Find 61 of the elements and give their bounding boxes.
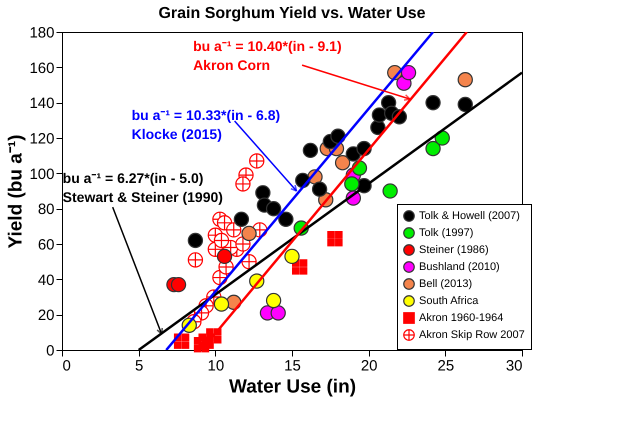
point bbox=[266, 201, 282, 216]
y-tick-label: 120 bbox=[29, 130, 54, 148]
point bbox=[270, 305, 286, 321]
y-tick-label: 40 bbox=[38, 272, 54, 289]
point bbox=[302, 142, 318, 158]
point bbox=[188, 232, 204, 248]
annotation: bu a⁻¹ = 10.33*(in - 6.8) Klocke (2015) bbox=[132, 107, 280, 142]
point bbox=[214, 232, 230, 248]
legend-label: South Africa bbox=[419, 295, 480, 307]
y-tick-label: 100 bbox=[29, 166, 54, 183]
point bbox=[334, 155, 350, 170]
legend-label: Bushland (2010) bbox=[419, 261, 500, 273]
annotation: bu a⁻¹ = 6.27*(in - 5.0) Stewart & Steiner (1990) bbox=[62, 170, 223, 206]
legend-label: Steiner (1986) bbox=[419, 244, 489, 256]
y-tick-label: 180 bbox=[29, 24, 54, 42]
point bbox=[425, 95, 441, 110]
x-axis-title: Water Use (in) bbox=[228, 376, 356, 398]
x-tick-label: 15 bbox=[284, 358, 301, 374]
point bbox=[458, 72, 473, 88]
point bbox=[214, 296, 230, 312]
legend-label: Akron 1960-1964 bbox=[419, 312, 504, 324]
point bbox=[382, 183, 398, 199]
legend-label: Bell (2013) bbox=[419, 278, 472, 290]
point bbox=[249, 153, 264, 169]
point bbox=[174, 333, 190, 349]
y-axis-title: Yield (bu a⁻¹) bbox=[5, 134, 26, 249]
point bbox=[234, 212, 250, 227]
point bbox=[372, 107, 388, 123]
y-tick-label: 60 bbox=[38, 236, 54, 254]
x-tick-label: 5 bbox=[134, 358, 144, 374]
point bbox=[216, 248, 232, 264]
point bbox=[458, 96, 473, 112]
y-tick-label: 80 bbox=[38, 201, 54, 218]
legend-label: Tolk & Howell (2007) bbox=[419, 210, 520, 222]
annotation: bu a⁻¹ = 10.40*(in - 9.1) Akron Corn bbox=[193, 38, 342, 74]
y-tick-label: 0 bbox=[46, 342, 54, 360]
point bbox=[425, 140, 441, 156]
point bbox=[235, 176, 251, 192]
point bbox=[344, 176, 360, 192]
point bbox=[255, 185, 271, 200]
point bbox=[278, 212, 294, 227]
x-tick-label: 25 bbox=[437, 358, 454, 374]
x-tick-label: 20 bbox=[360, 358, 378, 374]
point bbox=[312, 182, 328, 197]
y-tick-label: 160 bbox=[29, 60, 54, 77]
x-tick-label: 10 bbox=[207, 358, 224, 374]
chart-title: Grain Sorghum Yield vs. Water Use bbox=[158, 5, 426, 22]
y-tick-label: 20 bbox=[38, 307, 54, 324]
point bbox=[292, 259, 308, 275]
point bbox=[266, 292, 282, 308]
point bbox=[188, 252, 204, 268]
point bbox=[170, 276, 186, 292]
point bbox=[241, 226, 257, 242]
point bbox=[400, 64, 416, 80]
x-tick-label: 0 bbox=[62, 358, 71, 374]
legend-label: Akron Skip Row 2007 bbox=[419, 329, 525, 341]
point bbox=[284, 248, 300, 264]
legend-label: Tolk (1997) bbox=[419, 227, 474, 239]
point bbox=[327, 231, 343, 246]
x-tick-label: 30 bbox=[506, 358, 522, 374]
y-tick-label: 140 bbox=[29, 95, 54, 112]
